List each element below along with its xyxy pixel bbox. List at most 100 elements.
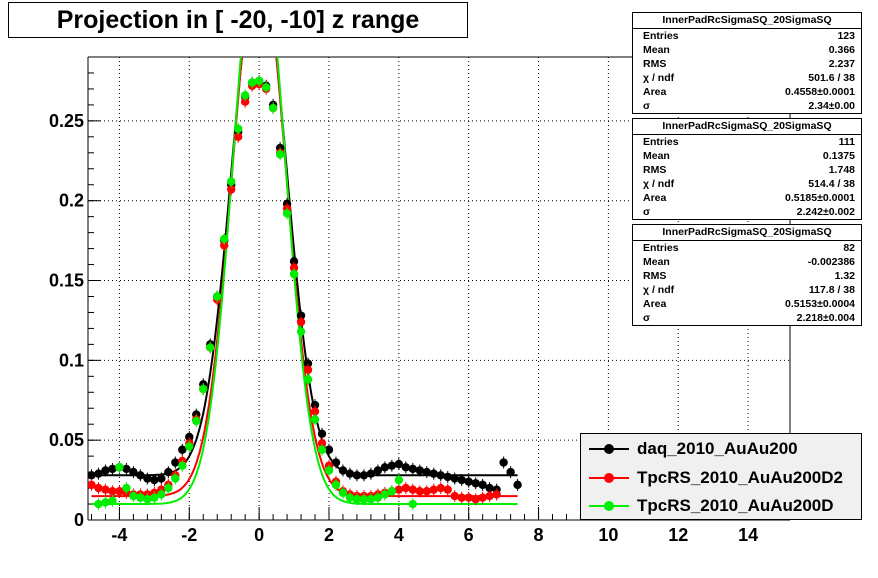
data-point — [478, 480, 487, 490]
stats-label: Area — [643, 298, 667, 310]
data-point — [150, 493, 159, 502]
stats-label: Entries — [643, 136, 679, 148]
data-point — [331, 458, 341, 467]
stats-value: 117.8 / 38 — [808, 284, 855, 296]
stats-row: Entries 123 — [633, 29, 861, 43]
data-point — [359, 495, 369, 504]
data-point — [408, 499, 418, 509]
data-point — [422, 467, 431, 477]
stats-value: 123 — [837, 30, 855, 42]
data-point — [143, 495, 152, 504]
chart-title: Projection in [ -20, -10] z range — [8, 2, 468, 38]
stats-value: 82 — [843, 242, 855, 254]
data-point — [380, 463, 390, 472]
tick-labels: -4 -2 0 2 4 6 8 10 12 14 0 0.05 0.1 0.15 0.2 0.25 — [49, 111, 758, 545]
data-point — [185, 442, 194, 451]
stats-row: Area 0.5185±0.0001 — [633, 191, 861, 205]
data-point — [289, 263, 299, 272]
data-point — [233, 132, 243, 142]
data-point — [268, 103, 278, 113]
stats-box: InnerPadRcSigmaSQ_20SigmaSQ Entries 82 Mean… — [632, 224, 862, 326]
legend: daq_2010_AuAu200 TpcRS_2010_AuAu200D2 Tp… — [580, 433, 862, 520]
data-point — [303, 375, 313, 384]
stats-value: 2.237 — [828, 58, 855, 70]
data-point — [422, 487, 431, 496]
data-point — [345, 469, 355, 478]
stats-label: RMS — [643, 164, 667, 176]
data-point — [220, 241, 229, 250]
data-point — [373, 466, 383, 475]
data-point — [415, 487, 424, 496]
data-point — [282, 209, 292, 218]
x-tick-label: 12 — [668, 525, 688, 545]
data-point — [310, 407, 320, 416]
stats-label: Area — [643, 192, 667, 204]
data-point — [394, 475, 404, 485]
stats-row: RMS 1.32 — [633, 269, 861, 283]
data-point — [408, 485, 418, 494]
stats-value: 1.32 — [834, 270, 855, 282]
data-point — [178, 445, 187, 454]
data-point — [401, 463, 411, 472]
x-tick-label: 8 — [534, 525, 544, 545]
data-point — [122, 483, 131, 493]
data-point — [94, 499, 103, 509]
data-point — [178, 461, 187, 470]
stats-row: RMS 1.748 — [633, 163, 861, 177]
stats-label: χ / ndf — [643, 284, 675, 296]
x-tick-label: 0 — [254, 525, 264, 545]
data-point — [485, 483, 494, 493]
data-point — [471, 479, 480, 488]
data-point — [150, 475, 159, 485]
y-tick-label: 0.25 — [49, 111, 84, 131]
data-point — [289, 257, 299, 266]
data-point — [185, 432, 194, 442]
data-point — [366, 495, 376, 504]
data-point — [485, 491, 494, 501]
series-points — [88, 78, 501, 506]
stats-row: Entries 111 — [633, 135, 861, 149]
stats-value: 0.5153±0.0004 — [785, 298, 855, 310]
stats-value: 1.748 — [828, 164, 855, 176]
series-points — [94, 74, 418, 511]
stats-row: Mean 0.1375 — [633, 149, 861, 163]
stats-row: σ 2.218±0.004 — [633, 311, 861, 325]
data-point — [436, 483, 445, 493]
stats-label: RMS — [643, 58, 667, 70]
data-point — [310, 415, 320, 424]
data-point — [129, 491, 138, 501]
data-point — [366, 469, 376, 478]
data-point — [122, 464, 131, 474]
stats-row: RMS 2.237 — [633, 57, 861, 71]
legend-label: daq_2010_AuAu200 — [637, 439, 798, 458]
data-point — [506, 467, 515, 477]
legend-label: TpcRS_2010_AuAu200D2 — [637, 468, 843, 487]
stats-value: 2.218±0.004 — [796, 312, 855, 324]
data-point — [157, 490, 166, 499]
legend-symbol-green — [581, 492, 637, 520]
stats-label: σ — [643, 206, 651, 218]
data-point — [387, 487, 397, 496]
legend-entry-tpcrs-d2: TpcRS_2010_AuAu200D2 — [581, 464, 861, 492]
data-point — [143, 474, 152, 483]
data-point — [101, 498, 110, 507]
stats-label: Mean — [643, 150, 670, 162]
data-point — [136, 471, 145, 480]
data-point — [303, 359, 313, 368]
data-point — [101, 466, 110, 475]
data-point — [338, 488, 348, 498]
y-tick-label: 0.1 — [59, 350, 84, 370]
data-point — [436, 471, 445, 480]
stats-label: Entries — [643, 242, 679, 254]
x-tick-label: 10 — [598, 525, 618, 545]
data-point — [226, 177, 236, 186]
x-tick-label: -2 — [181, 525, 197, 545]
data-point — [471, 495, 480, 504]
data-point — [429, 469, 438, 478]
data-point — [247, 78, 257, 87]
data-point — [254, 76, 264, 86]
stats-row: Mean 0.366 — [633, 43, 861, 57]
data-point — [108, 464, 117, 474]
data-point — [352, 495, 362, 504]
